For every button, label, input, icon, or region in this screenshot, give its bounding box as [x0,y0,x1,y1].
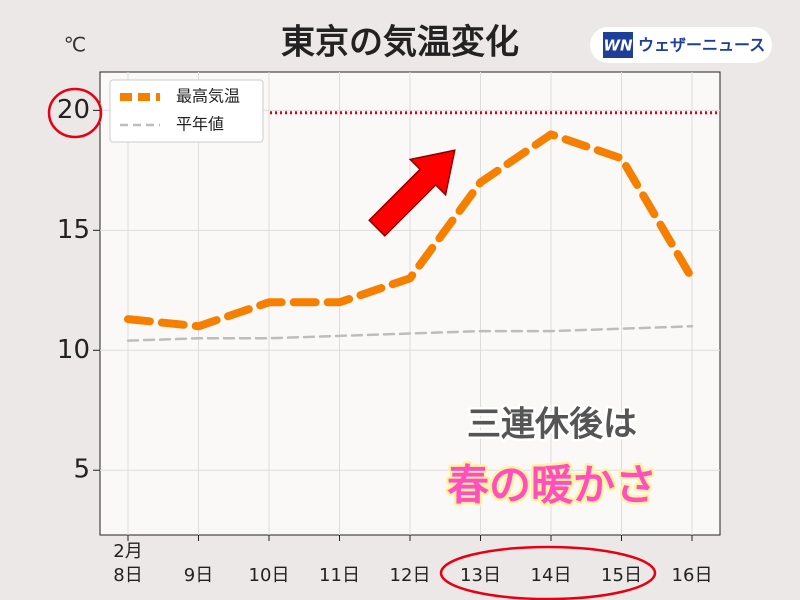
trend-arrow [368,149,456,237]
x-tick-label: 16日 [672,565,713,586]
series-line [124,130,696,331]
x-tick-label: 15日 [601,565,642,586]
x-tick-label: 9日 [184,565,213,586]
logo-mark: WN [603,37,633,55]
highlight-circle [47,87,103,139]
annotation: 三連休後は [467,405,637,445]
y-tick-label: 20 [57,95,90,125]
x-tick-label: 8日 [113,565,142,586]
brand-logo: WN ウェザーニュース [590,27,772,63]
x-tick-label: 11日 [319,565,360,586]
x-tick-label: 12日 [390,565,431,586]
logo-name: ウェザーニュース [638,36,765,55]
y-tick-label: 5 [73,455,90,485]
x-tick-label: 10日 [249,565,290,586]
x-tick-label: 13日 [460,565,501,586]
annotation: 春の暖かさ [447,461,657,510]
y-unit: ℃ [64,33,86,57]
highlight-ellipse [439,545,657,600]
chart-title: 東京の気温変化 [281,23,519,63]
x-tick-label: 14日 [531,565,572,586]
legend-label: 最高気温 [176,87,240,106]
logo-mark-bg [603,32,633,58]
arrow-shape [368,149,456,237]
logo-badge [590,27,772,63]
y-tick-label: 10 [57,335,90,365]
y-tick-label: 15 [57,215,90,245]
x-month-label: 2月 [113,541,142,562]
legend-label: 平年値 [176,115,224,134]
series-line [126,325,694,342]
